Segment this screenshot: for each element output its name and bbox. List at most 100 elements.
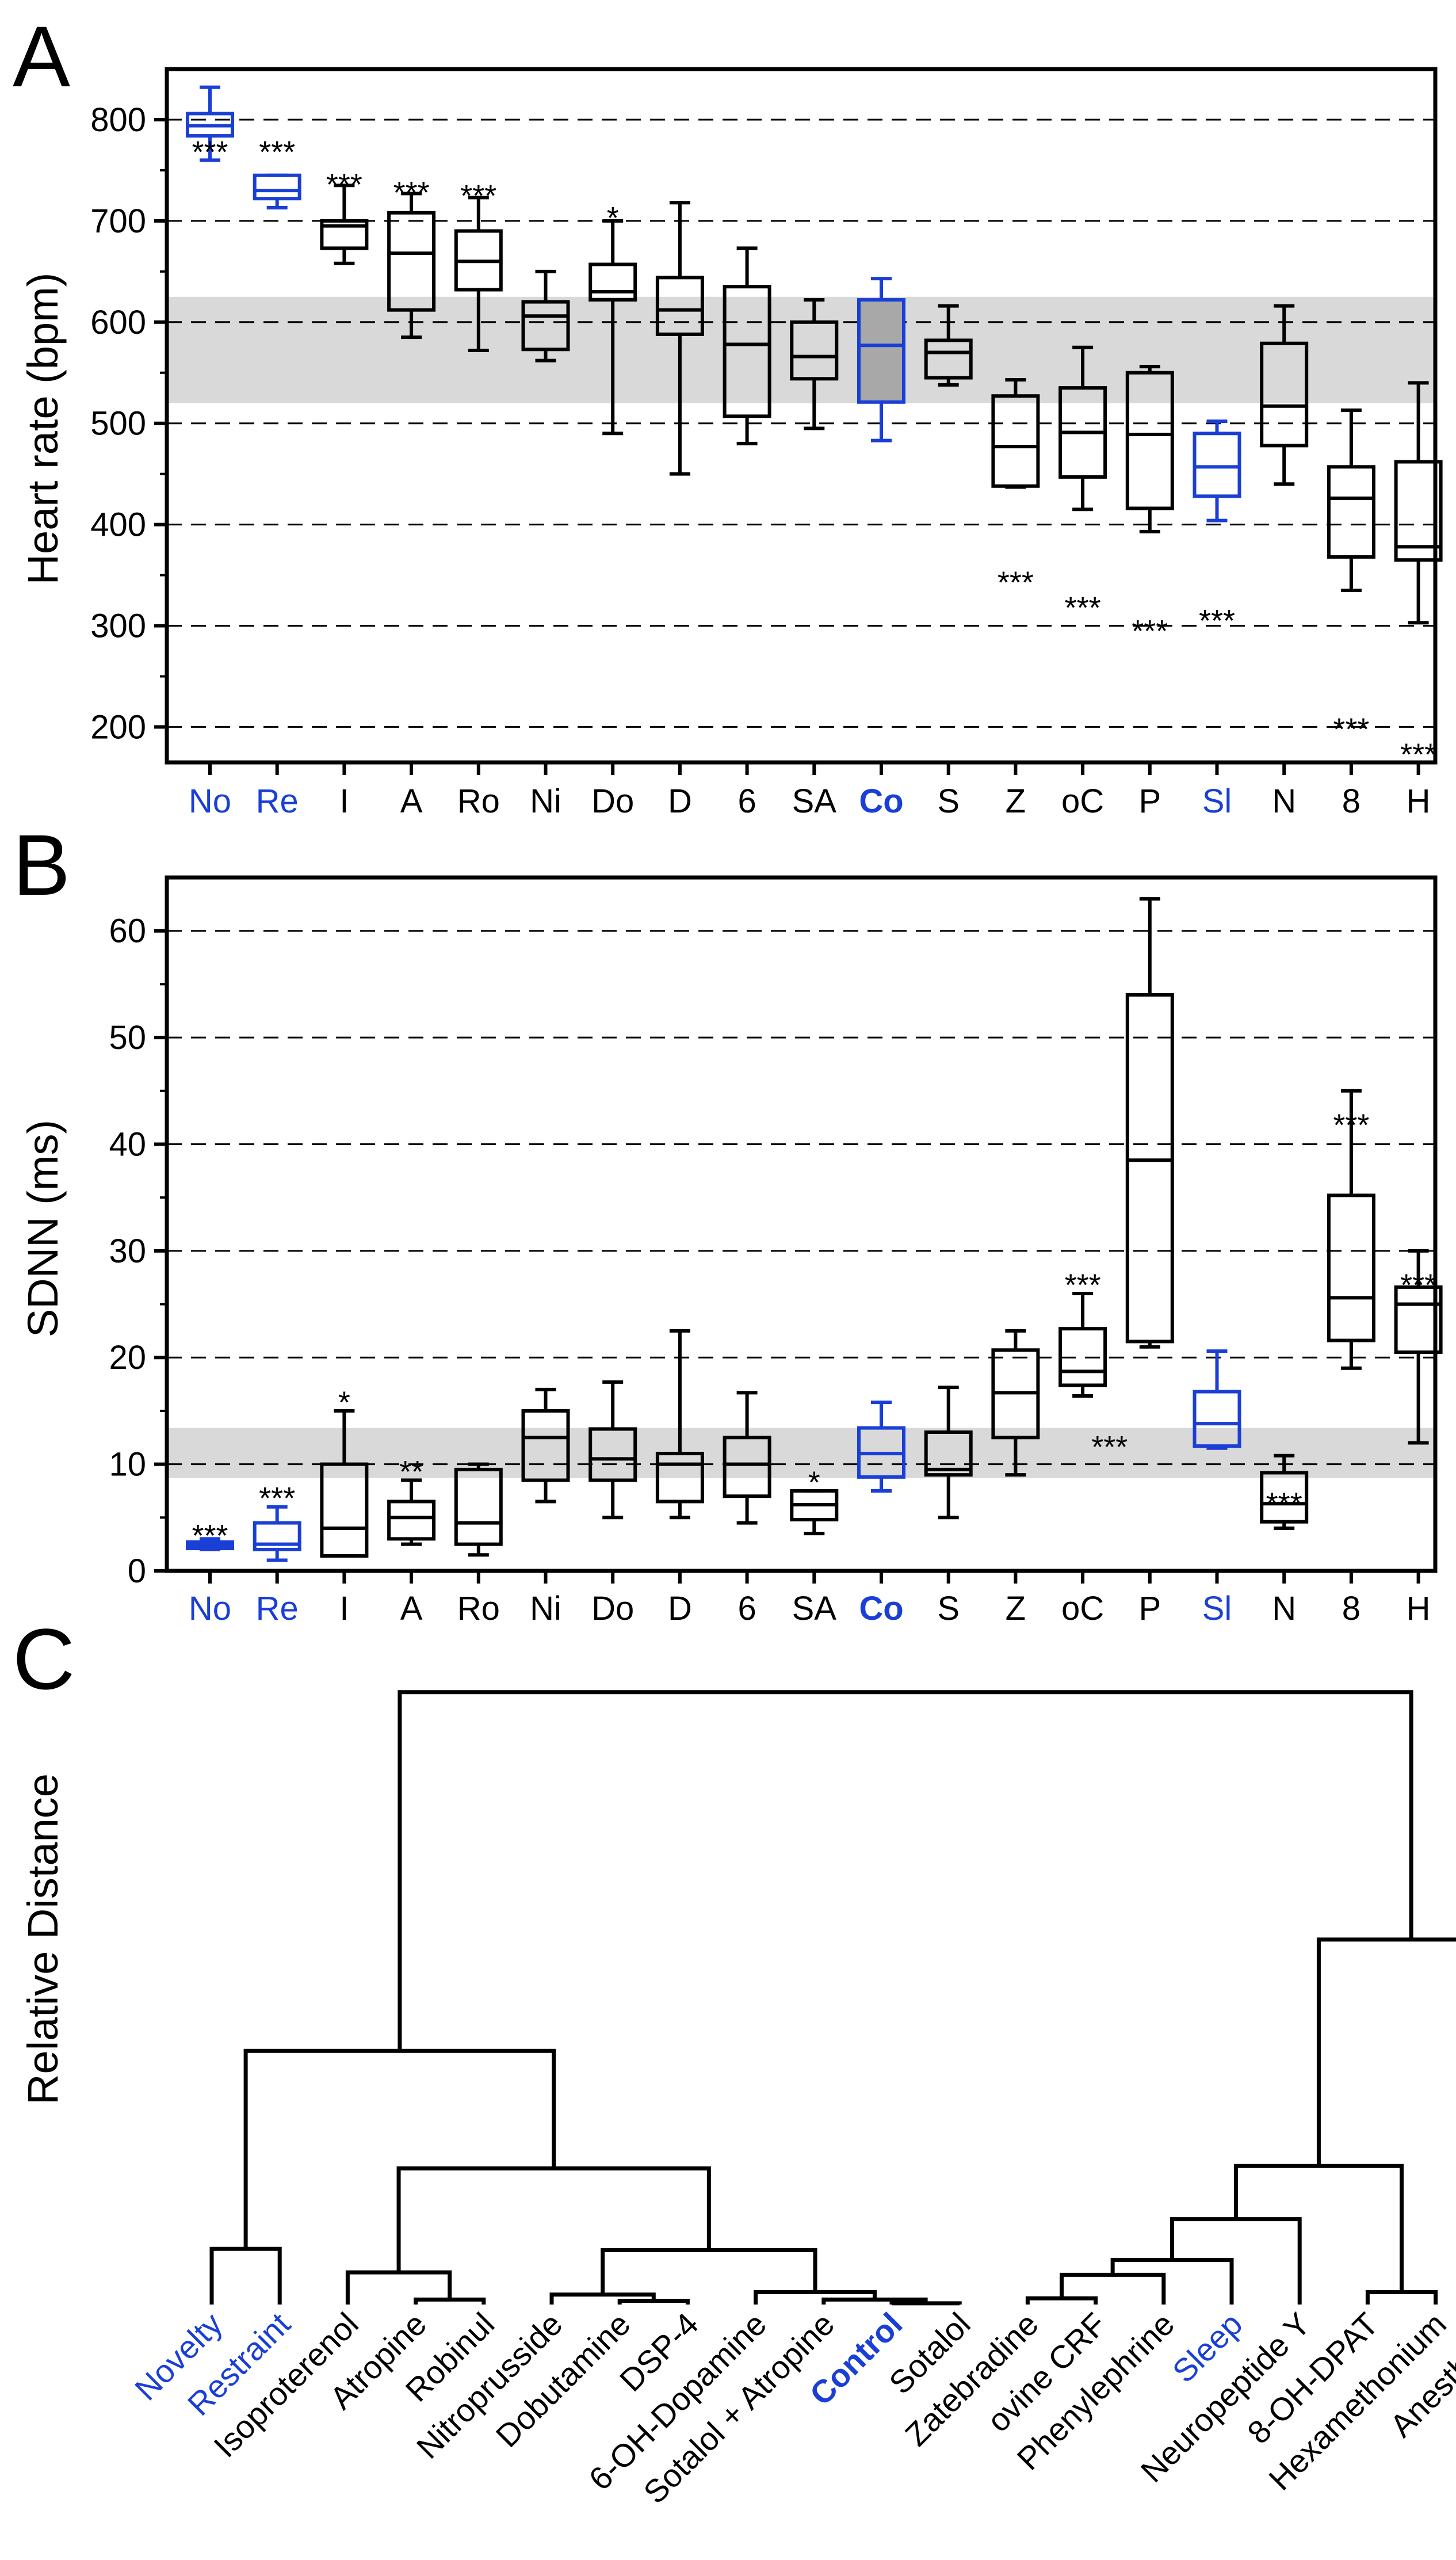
y-tick-label: 10 [109,1446,146,1483]
panel-b: B **************************** 010203040… [13,817,1443,1627]
x-tick-label: Sl [1202,1590,1232,1627]
significance-mark: *** [259,1481,295,1516]
box-iqr [1125,993,1174,1344]
x-tick-label: I [339,1590,349,1627]
panel-c-letter: C [13,1611,75,1707]
x-tick-label: S [937,1590,960,1627]
significance-mark: * [607,201,619,235]
box-iqr [588,262,637,302]
x-tick-label: Z [1006,783,1026,820]
x-tick-label: A [400,783,423,820]
box-Z [991,1329,1040,1477]
significance-mark: * [808,1465,820,1500]
box-SA [790,1489,839,1536]
box-N [1260,1453,1309,1530]
box-Z [991,378,1040,489]
y-tick-label: 40 [109,1126,146,1163]
x-tick-label: Re [256,783,299,820]
box-Co [857,1401,905,1493]
x-tick-label: 6 [737,783,756,820]
box-iqr [1260,341,1309,448]
x-tick-label: A [400,1590,423,1627]
x-tick-label: H [1407,783,1431,820]
box-8 [1327,1089,1375,1370]
y-axis-label: Relative Distance [19,1773,67,2105]
significance-annotations: ************************************* [192,135,1436,772]
x-tick-label: oC [1061,1590,1104,1627]
box-oC [1058,1292,1107,1398]
box-A [387,1478,436,1546]
box-oC [1058,345,1107,512]
box-iqr [723,1436,771,1498]
x-tick-label: Ni [530,783,561,820]
box-iqr [1394,460,1443,562]
box-iqr [1327,465,1375,559]
y-tick-label: 60 [109,913,146,950]
box-Ni [521,269,570,363]
box-iqr [1193,1390,1241,1448]
box-iqr [924,1430,973,1477]
x-tick-label: 8 [1342,1590,1361,1627]
box-iqr [1394,1285,1443,1354]
y-tick-label: 0 [128,1552,146,1590]
panel-a: A ************************************* … [13,8,1443,820]
significance-mark: *** [1132,614,1168,648]
box-iqr [1058,1327,1107,1387]
box-Do [588,219,637,436]
plot-frame [165,875,1438,1573]
significance-mark: *** [998,565,1034,600]
panel-b-letter: B [13,817,70,913]
box-No [186,1537,234,1551]
x-tick-label: N [1272,783,1296,820]
box-6 [723,246,771,445]
box-iqr [1327,1193,1375,1342]
box-iqr [454,1467,503,1546]
significance-mark: * [338,1385,350,1420]
box-8 [1327,408,1375,592]
x-tick-label: Do [591,783,634,820]
x-tick-label: Ro [457,783,500,820]
significance-mark: *** [1400,1268,1436,1302]
significance-mark: *** [1333,1108,1369,1142]
x-tick-label: S [937,783,960,820]
box-series [186,85,1443,625]
significance-mark: *** [460,178,496,213]
box-S [924,1386,973,1520]
y-axis-label: Heart rate (bpm) [19,273,67,585]
x-tick-label: Ro [457,1590,500,1627]
axes: 200 300 400 500 600 700 800 No Re I A Ro Ni Do D 6 SA Co S… [90,67,1438,820]
significance-mark: *** [192,135,228,170]
significance-mark: *** [1199,604,1235,638]
box-Sl [1193,419,1241,522]
dendrogram-link [889,2301,962,2306]
box-iqr [924,338,973,380]
x-tick-label: oC [1061,783,1104,820]
box-A [387,192,436,339]
x-tick-label: Co [859,1590,903,1627]
reference-band-rect [167,1428,1435,1478]
box-Do [588,1380,637,1520]
box-iqr [387,211,436,312]
x-tick-label: SA [792,783,837,820]
significance-mark: *** [1266,1487,1302,1521]
x-tick-label: Do [591,1590,634,1627]
grid-lines [167,930,1435,1466]
box-iqr [723,285,771,418]
y-tick-label: 600 [90,304,146,341]
box-iqr [1125,371,1174,510]
box-iqr [790,320,839,381]
x-tick-label: P [1138,1590,1161,1627]
y-tick-label: 300 [90,608,146,645]
box-iqr [588,1427,637,1482]
box-D [655,1329,704,1520]
box-iqr [655,276,704,336]
box-iqr [655,1452,704,1504]
box-P [1125,365,1174,533]
significance-mark: *** [326,167,362,202]
significance-mark: *** [1333,712,1369,746]
significance-annotations: **************************** [192,1108,1436,1553]
x-tick-label: I [339,783,349,820]
y-tick-label: 700 [90,203,146,240]
